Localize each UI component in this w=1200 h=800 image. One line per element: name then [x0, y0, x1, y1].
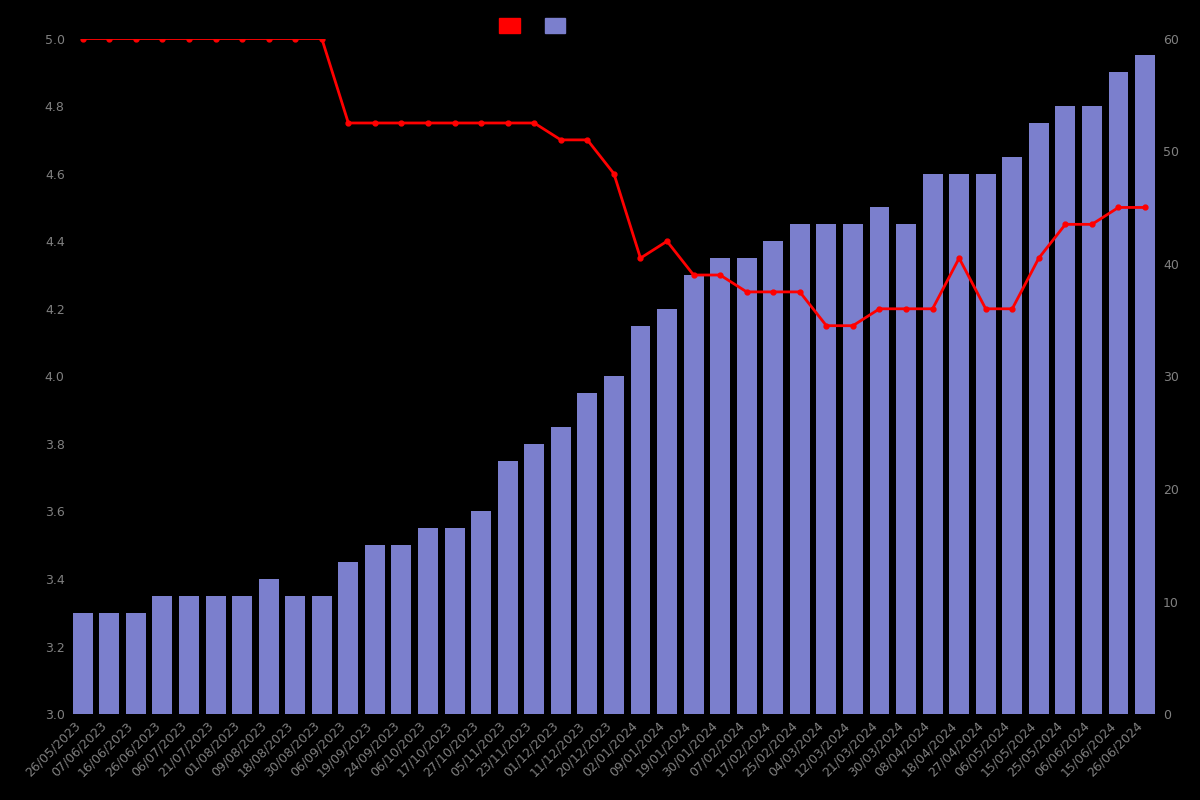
Bar — [259, 579, 278, 714]
Bar — [418, 528, 438, 714]
Bar — [976, 174, 996, 714]
Bar — [737, 258, 757, 714]
Bar — [896, 224, 916, 714]
Bar — [1056, 106, 1075, 714]
Bar — [286, 596, 305, 714]
Bar — [391, 546, 412, 714]
Bar — [312, 596, 331, 714]
Bar — [205, 596, 226, 714]
Bar — [842, 224, 863, 714]
Bar — [1109, 72, 1128, 714]
Bar — [524, 444, 544, 714]
Bar — [630, 326, 650, 714]
Bar — [790, 224, 810, 714]
Bar — [949, 174, 970, 714]
Bar — [152, 596, 173, 714]
Bar — [73, 613, 92, 714]
Bar — [763, 242, 784, 714]
Bar — [1002, 157, 1022, 714]
Bar — [445, 528, 464, 714]
Legend: , : , — [499, 18, 576, 34]
Bar — [126, 613, 146, 714]
Bar — [816, 224, 836, 714]
Bar — [1135, 55, 1154, 714]
Bar — [498, 461, 517, 714]
Bar — [604, 376, 624, 714]
Bar — [870, 207, 889, 714]
Bar — [1082, 106, 1102, 714]
Bar — [684, 275, 703, 714]
Bar — [232, 596, 252, 714]
Bar — [365, 546, 385, 714]
Bar — [100, 613, 119, 714]
Bar — [551, 427, 571, 714]
Bar — [710, 258, 730, 714]
Bar — [658, 309, 677, 714]
Bar — [923, 174, 942, 714]
Bar — [1028, 123, 1049, 714]
Bar — [179, 596, 199, 714]
Bar — [338, 562, 359, 714]
Bar — [577, 394, 598, 714]
Bar — [472, 511, 491, 714]
